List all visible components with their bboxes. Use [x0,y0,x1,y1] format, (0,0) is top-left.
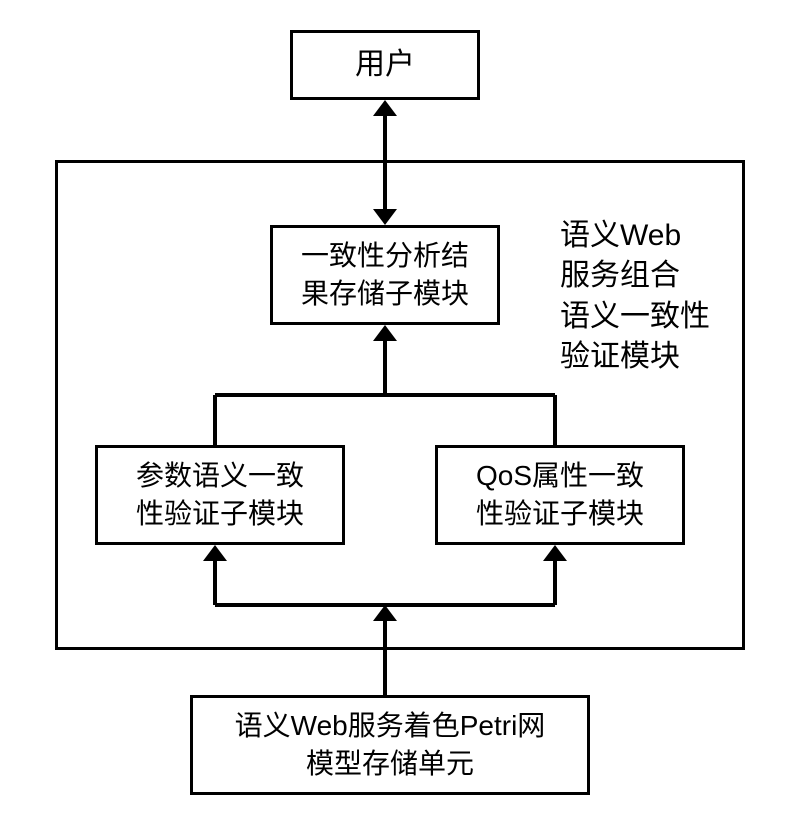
user-box: 用户 [290,30,480,100]
user-label: 用户 [355,45,415,86]
qos-verification-label: QoS属性一致 性验证子模块 [476,457,644,533]
result-storage-label: 一致性分析结 果存储子模块 [301,237,469,313]
diagram-canvas: 用户 语义Web 服务组合 语义一致性 验证模块 一致性分析结 果存储子模块 参… [0,0,800,825]
storage-unit-box: 语义Web服务着色Petri网 模型存储单元 [190,695,590,795]
qos-verification-box: QoS属性一致 性验证子模块 [435,445,685,545]
verification-module-title-text: 语义Web 服务组合 语义一致性 验证模块 [560,219,710,374]
storage-unit-label: 语义Web服务着色Petri网 模型存储单元 [235,707,546,783]
param-verification-box: 参数语义一致 性验证子模块 [95,445,345,545]
param-verification-label: 参数语义一致 性验证子模块 [136,457,304,533]
result-storage-box: 一致性分析结 果存储子模块 [270,225,500,325]
verification-module-title: 语义Web 服务组合 语义一致性 验证模块 [560,175,740,378]
